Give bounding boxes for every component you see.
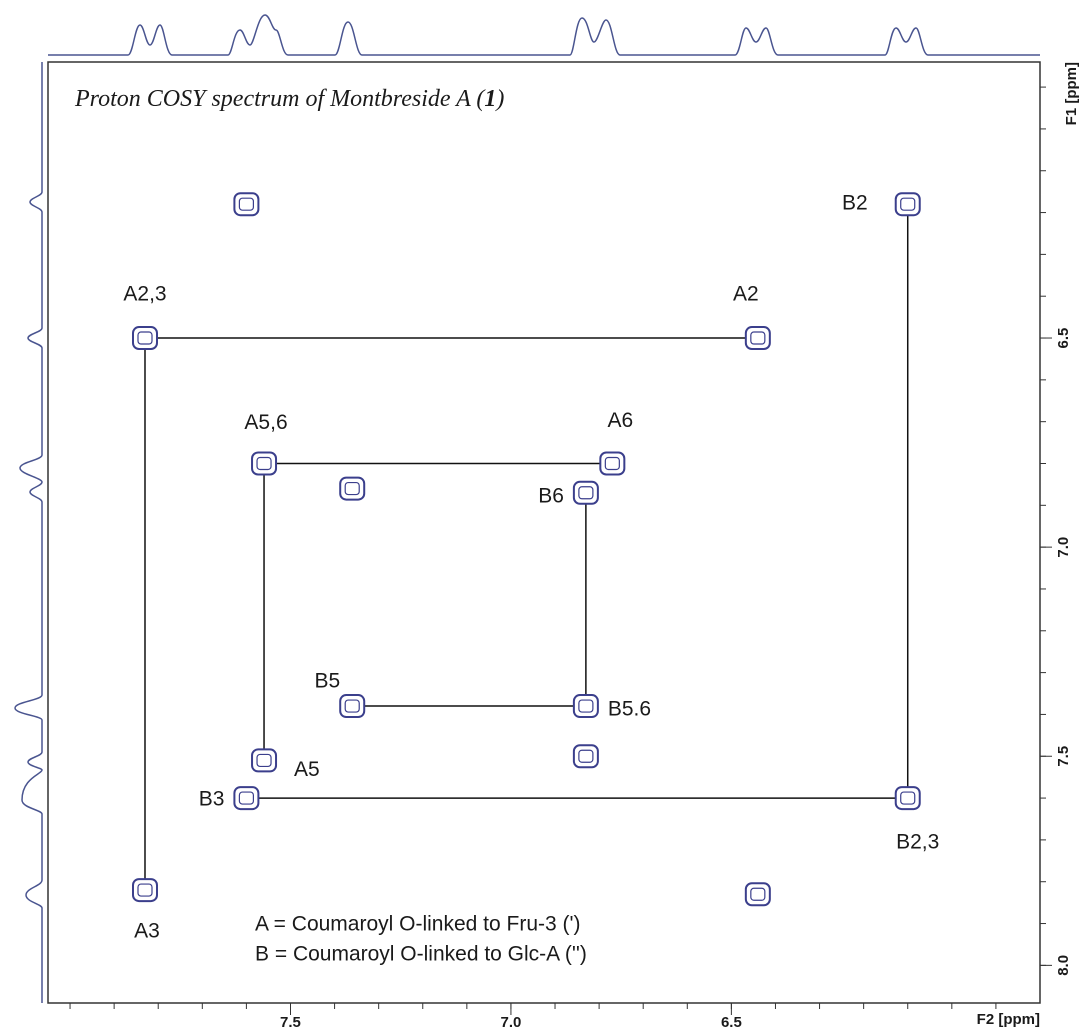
peak-label: A3 bbox=[134, 920, 160, 943]
peak-label: A2 bbox=[733, 283, 759, 306]
cross-peak bbox=[599, 451, 626, 476]
cross-peak bbox=[744, 882, 771, 907]
peak-label: B5.6 bbox=[608, 698, 651, 721]
cross-peak bbox=[894, 192, 921, 217]
cross-peak bbox=[572, 694, 599, 719]
peak-label: B3 bbox=[199, 788, 225, 811]
cross-peak-contour bbox=[344, 699, 360, 713]
cross-peak-contour bbox=[238, 197, 254, 211]
cross-peak-contour bbox=[750, 887, 766, 901]
cross-peak bbox=[339, 476, 366, 501]
cross-peak bbox=[572, 480, 599, 505]
peak-label: A5 bbox=[294, 758, 320, 781]
cross-peak bbox=[233, 786, 260, 811]
peak-label: A2,3 bbox=[123, 283, 166, 306]
note: A = Coumaroyl O-linked to Fru-3 (') bbox=[255, 913, 581, 936]
cross-peak-contour bbox=[578, 486, 594, 500]
cross-peak-contour bbox=[900, 791, 916, 805]
f2-projection bbox=[48, 14, 1040, 56]
cross-peak bbox=[339, 694, 366, 719]
cross-peak bbox=[572, 744, 599, 769]
cross-peak-contour bbox=[256, 456, 272, 471]
cross-peak-contour bbox=[137, 883, 153, 897]
cross-peak-contour bbox=[604, 456, 620, 471]
peak-label: B5 bbox=[315, 670, 341, 693]
cross-peak-contour bbox=[238, 791, 254, 805]
x-axis-label: F2 [ppm] bbox=[977, 1011, 1040, 1028]
cross-peak bbox=[251, 748, 278, 773]
peak-label: B6 bbox=[538, 484, 564, 507]
cross-peak-contour bbox=[578, 699, 594, 713]
peak-label: A6 bbox=[607, 409, 633, 432]
cross-peak bbox=[233, 192, 260, 217]
cross-peak-contour bbox=[137, 331, 153, 345]
cross-peak-contour bbox=[578, 749, 594, 763]
cross-peak-contour bbox=[344, 481, 360, 496]
y-tick-label: 7.0 bbox=[1055, 537, 1072, 558]
cross-peak bbox=[251, 451, 278, 476]
cross-peak-contour bbox=[256, 753, 272, 768]
f1-projection bbox=[14, 62, 43, 1003]
cross-peak bbox=[894, 786, 921, 811]
cross-peak bbox=[131, 878, 158, 903]
y-tick-label: 7.5 bbox=[1055, 746, 1072, 767]
peak-label: A5,6 bbox=[244, 411, 287, 434]
chart-title: Proton COSY spectrum of Montbreside A (1… bbox=[74, 86, 504, 112]
peak-label: B2,3 bbox=[896, 831, 939, 854]
note: B = Coumaroyl O-linked to Glc-A ('') bbox=[255, 943, 587, 966]
peak-label: B2 bbox=[842, 192, 868, 215]
x-tick-label: 6.5 bbox=[721, 1014, 742, 1031]
x-tick-label: 7.5 bbox=[280, 1014, 301, 1031]
y-tick-label: 6.5 bbox=[1055, 328, 1072, 349]
plot-frame bbox=[47, 61, 1041, 1004]
y-tick-label: 8.0 bbox=[1055, 955, 1072, 976]
cross-peak-contour bbox=[900, 197, 916, 211]
cross-peak bbox=[744, 326, 771, 351]
cross-peak bbox=[131, 326, 158, 351]
y-axis-label: F1 [ppm] bbox=[1063, 62, 1080, 125]
x-tick-label: 7.0 bbox=[501, 1014, 522, 1031]
cross-peak-contour bbox=[750, 331, 766, 345]
